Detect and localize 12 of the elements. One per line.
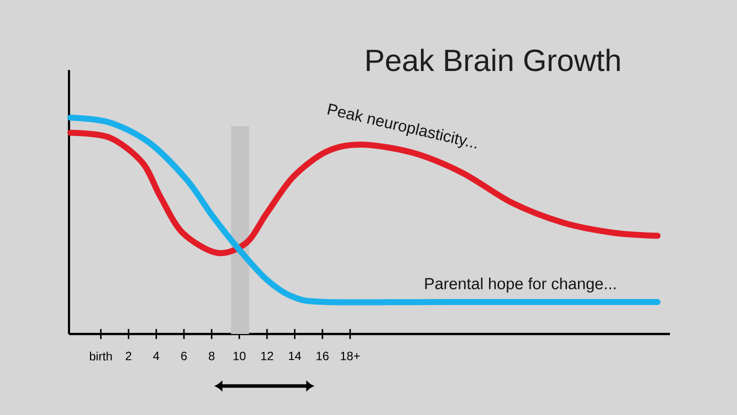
- x-tick-label: 2: [126, 352, 132, 360]
- x-tick-label: 14: [288, 352, 302, 360]
- x-tick-label: 10: [234, 352, 246, 360]
- x-tick-label: 8: [208, 352, 214, 360]
- series-label: Parental hope for change...: [425, 278, 616, 293]
- x-tick-label: 18+: [340, 352, 360, 360]
- x-tick-label: 4: [153, 352, 160, 360]
- chart-title: Peak Brain Growth: [366, 48, 620, 72]
- x-tick-label: 6: [181, 352, 187, 360]
- x-tick-label: 16: [316, 352, 329, 360]
- x-tick-label: 12: [261, 352, 274, 360]
- x-tick-label: birth: [90, 352, 112, 361]
